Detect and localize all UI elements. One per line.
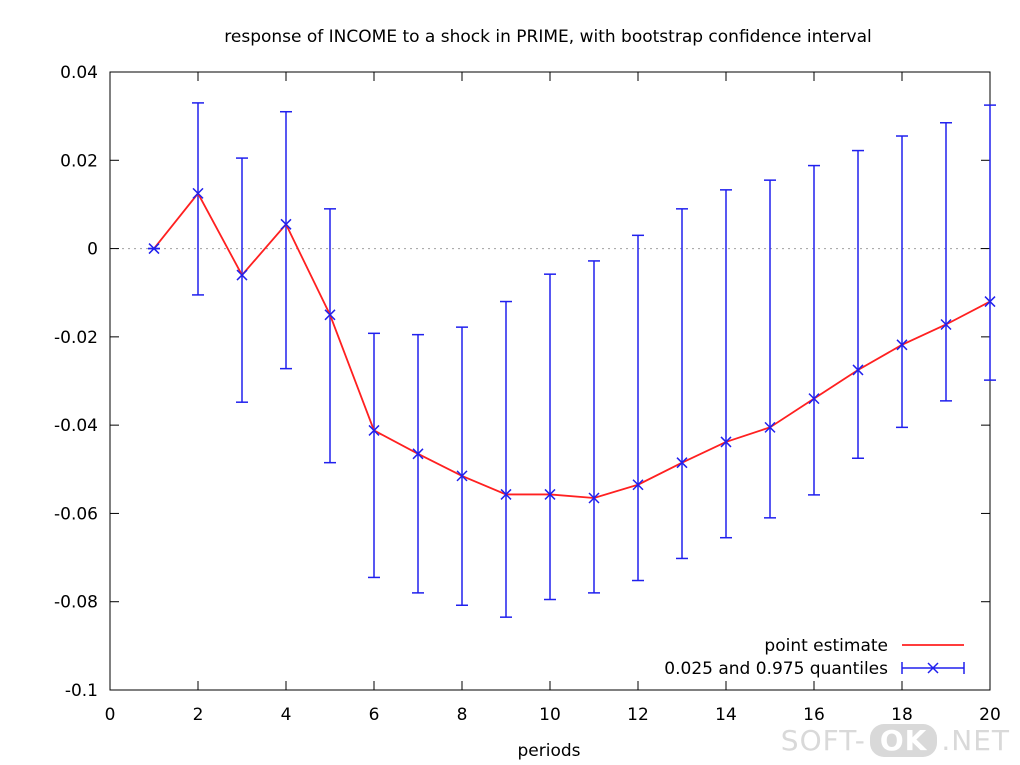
- legend-marker-b: [927, 662, 939, 674]
- error-bar: [764, 179, 776, 519]
- watermark-badge: OK: [869, 724, 938, 757]
- point-marker-stroke-b: [456, 470, 468, 482]
- legend-label-point-estimate: point estimate: [764, 636, 888, 656]
- y-tick-label: -0.08: [54, 593, 98, 613]
- legend: point estimate 0.025 and 0.975 quantiles: [664, 636, 965, 679]
- chart-title: response of INCOME to a shock in PRIME, …: [224, 27, 871, 47]
- point-marker-stroke-b: [236, 269, 248, 281]
- x-tick-label: 20: [979, 705, 1001, 725]
- point-marker-stroke-b: [148, 243, 160, 255]
- x-tick-label: 0: [105, 705, 116, 725]
- error-bar: [456, 326, 468, 606]
- point-marker-stroke-b: [896, 339, 908, 351]
- point-estimate-line: [153, 191, 991, 499]
- error-bar: [632, 234, 644, 582]
- x-tick-label: 18: [891, 705, 913, 725]
- point-marker: [896, 339, 908, 351]
- error-bar: [984, 104, 996, 381]
- point-marker-stroke-b: [940, 318, 952, 331]
- point-marker-stroke-b: [720, 436, 732, 448]
- point-marker: [324, 309, 336, 321]
- point-marker-stroke-b: [676, 457, 688, 469]
- point-marker: [984, 296, 996, 308]
- error-bar: [720, 189, 732, 539]
- point-marker: [808, 393, 820, 405]
- error-bar: [588, 260, 600, 594]
- error-bar: [808, 164, 820, 496]
- y-tick-label: -0.04: [54, 416, 98, 436]
- y-tick-label: 0.02: [60, 151, 98, 171]
- point-marker: [456, 470, 468, 482]
- y-tick-label: -0.02: [54, 328, 98, 348]
- y-tick-label: -0.06: [54, 504, 98, 524]
- error-bar: [236, 157, 248, 403]
- x-tick-label: 4: [281, 705, 292, 725]
- x-tick-label: 10: [539, 705, 561, 725]
- error-bar: [412, 333, 424, 594]
- watermark-text-right: .NET: [941, 724, 1010, 757]
- point-marker-stroke-b: [544, 488, 556, 500]
- watermark-text-left: SOFT-: [780, 724, 866, 757]
- point-marker: [544, 488, 556, 500]
- x-tick-label: 12: [627, 705, 649, 725]
- error-bar: [940, 122, 952, 402]
- point-marker: [940, 318, 952, 331]
- point-marker-stroke-b: [852, 364, 864, 376]
- point-marker: [500, 488, 512, 500]
- x-tick-label: 6: [369, 705, 380, 725]
- x-axis-label: periods: [517, 741, 580, 761]
- x-tick-label: 14: [715, 705, 737, 725]
- point-marker-stroke-b: [324, 309, 336, 321]
- point-marker-stroke-b: [632, 479, 644, 491]
- point-marker: [852, 364, 864, 376]
- point-marker-stroke-b: [412, 448, 424, 460]
- point-marker-stroke-b: [588, 492, 600, 504]
- error-bar: [896, 135, 908, 429]
- point-marker-stroke-b: [984, 296, 996, 308]
- point-marker-stroke-b: [368, 424, 380, 436]
- error-bar: [192, 102, 204, 296]
- x-tick-label: 8: [457, 705, 468, 725]
- error-bar: [544, 273, 556, 601]
- point-marker: [588, 492, 600, 504]
- point-marker: [236, 269, 248, 281]
- x-tick-label: 2: [193, 705, 204, 725]
- point-marker: [412, 448, 424, 460]
- x-tick-label: 16: [803, 705, 825, 725]
- error-bar: [368, 332, 380, 579]
- point-marker: [676, 457, 688, 469]
- point-marker-stroke-b: [280, 218, 292, 230]
- y-tick-label: 0.04: [60, 63, 98, 83]
- point-marker-stroke-b: [500, 488, 512, 500]
- error-bar: [280, 110, 292, 370]
- point-marker: [148, 243, 160, 255]
- y-tick-label: 0: [87, 240, 98, 260]
- point-marker: [280, 218, 292, 230]
- point-marker-stroke-b: [808, 393, 820, 405]
- point-marker: [368, 424, 380, 436]
- legend-label-quantiles: 0.025 and 0.975 quantiles: [664, 659, 888, 679]
- point-marker: [632, 479, 644, 491]
- watermark: SOFT- OK .NET: [781, 724, 1010, 757]
- error-bar: [324, 208, 336, 464]
- point-marker: [764, 421, 776, 433]
- point-marker-stroke-b: [192, 187, 204, 199]
- error-bar: [676, 208, 688, 560]
- error-bar: [500, 300, 512, 618]
- error-bar: [852, 149, 864, 459]
- point-marker: [720, 436, 732, 448]
- point-marker: [192, 187, 204, 199]
- y-tick-label: -0.1: [65, 681, 98, 701]
- point-marker-stroke-b: [764, 421, 776, 433]
